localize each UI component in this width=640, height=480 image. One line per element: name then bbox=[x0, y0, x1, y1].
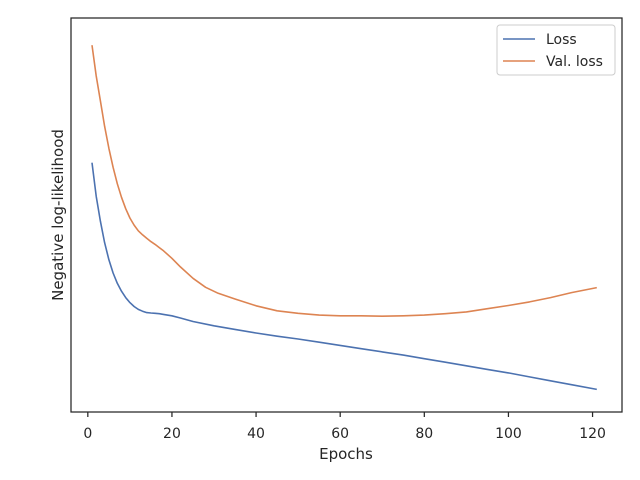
legend-label-val-loss: Val. loss bbox=[546, 54, 603, 70]
x-axis-ticks: 0 20 40 60 80 100 120 bbox=[83, 412, 606, 442]
x-axis-label: Epochs bbox=[319, 445, 373, 463]
x-tick-label: 40 bbox=[247, 426, 265, 442]
x-tick-label: 0 bbox=[83, 426, 92, 442]
x-tick-label: 80 bbox=[415, 426, 433, 442]
x-tick-label: 20 bbox=[163, 426, 181, 442]
series-line-loss bbox=[91, 162, 597, 391]
plot-frame bbox=[70, 17, 623, 413]
y-axis-label: Negative log-likelihood bbox=[49, 129, 67, 301]
x-tick-label: 60 bbox=[331, 426, 349, 442]
series-layer bbox=[91, 45, 597, 391]
legend-box bbox=[496, 24, 616, 76]
series-line-val-loss bbox=[91, 45, 597, 318]
x-tick-label: 120 bbox=[579, 426, 606, 442]
plot-background bbox=[71, 18, 622, 412]
legend-label-loss: Loss bbox=[546, 32, 577, 48]
x-tick-label: 100 bbox=[495, 426, 522, 442]
legend: Loss Val. loss bbox=[496, 24, 616, 76]
